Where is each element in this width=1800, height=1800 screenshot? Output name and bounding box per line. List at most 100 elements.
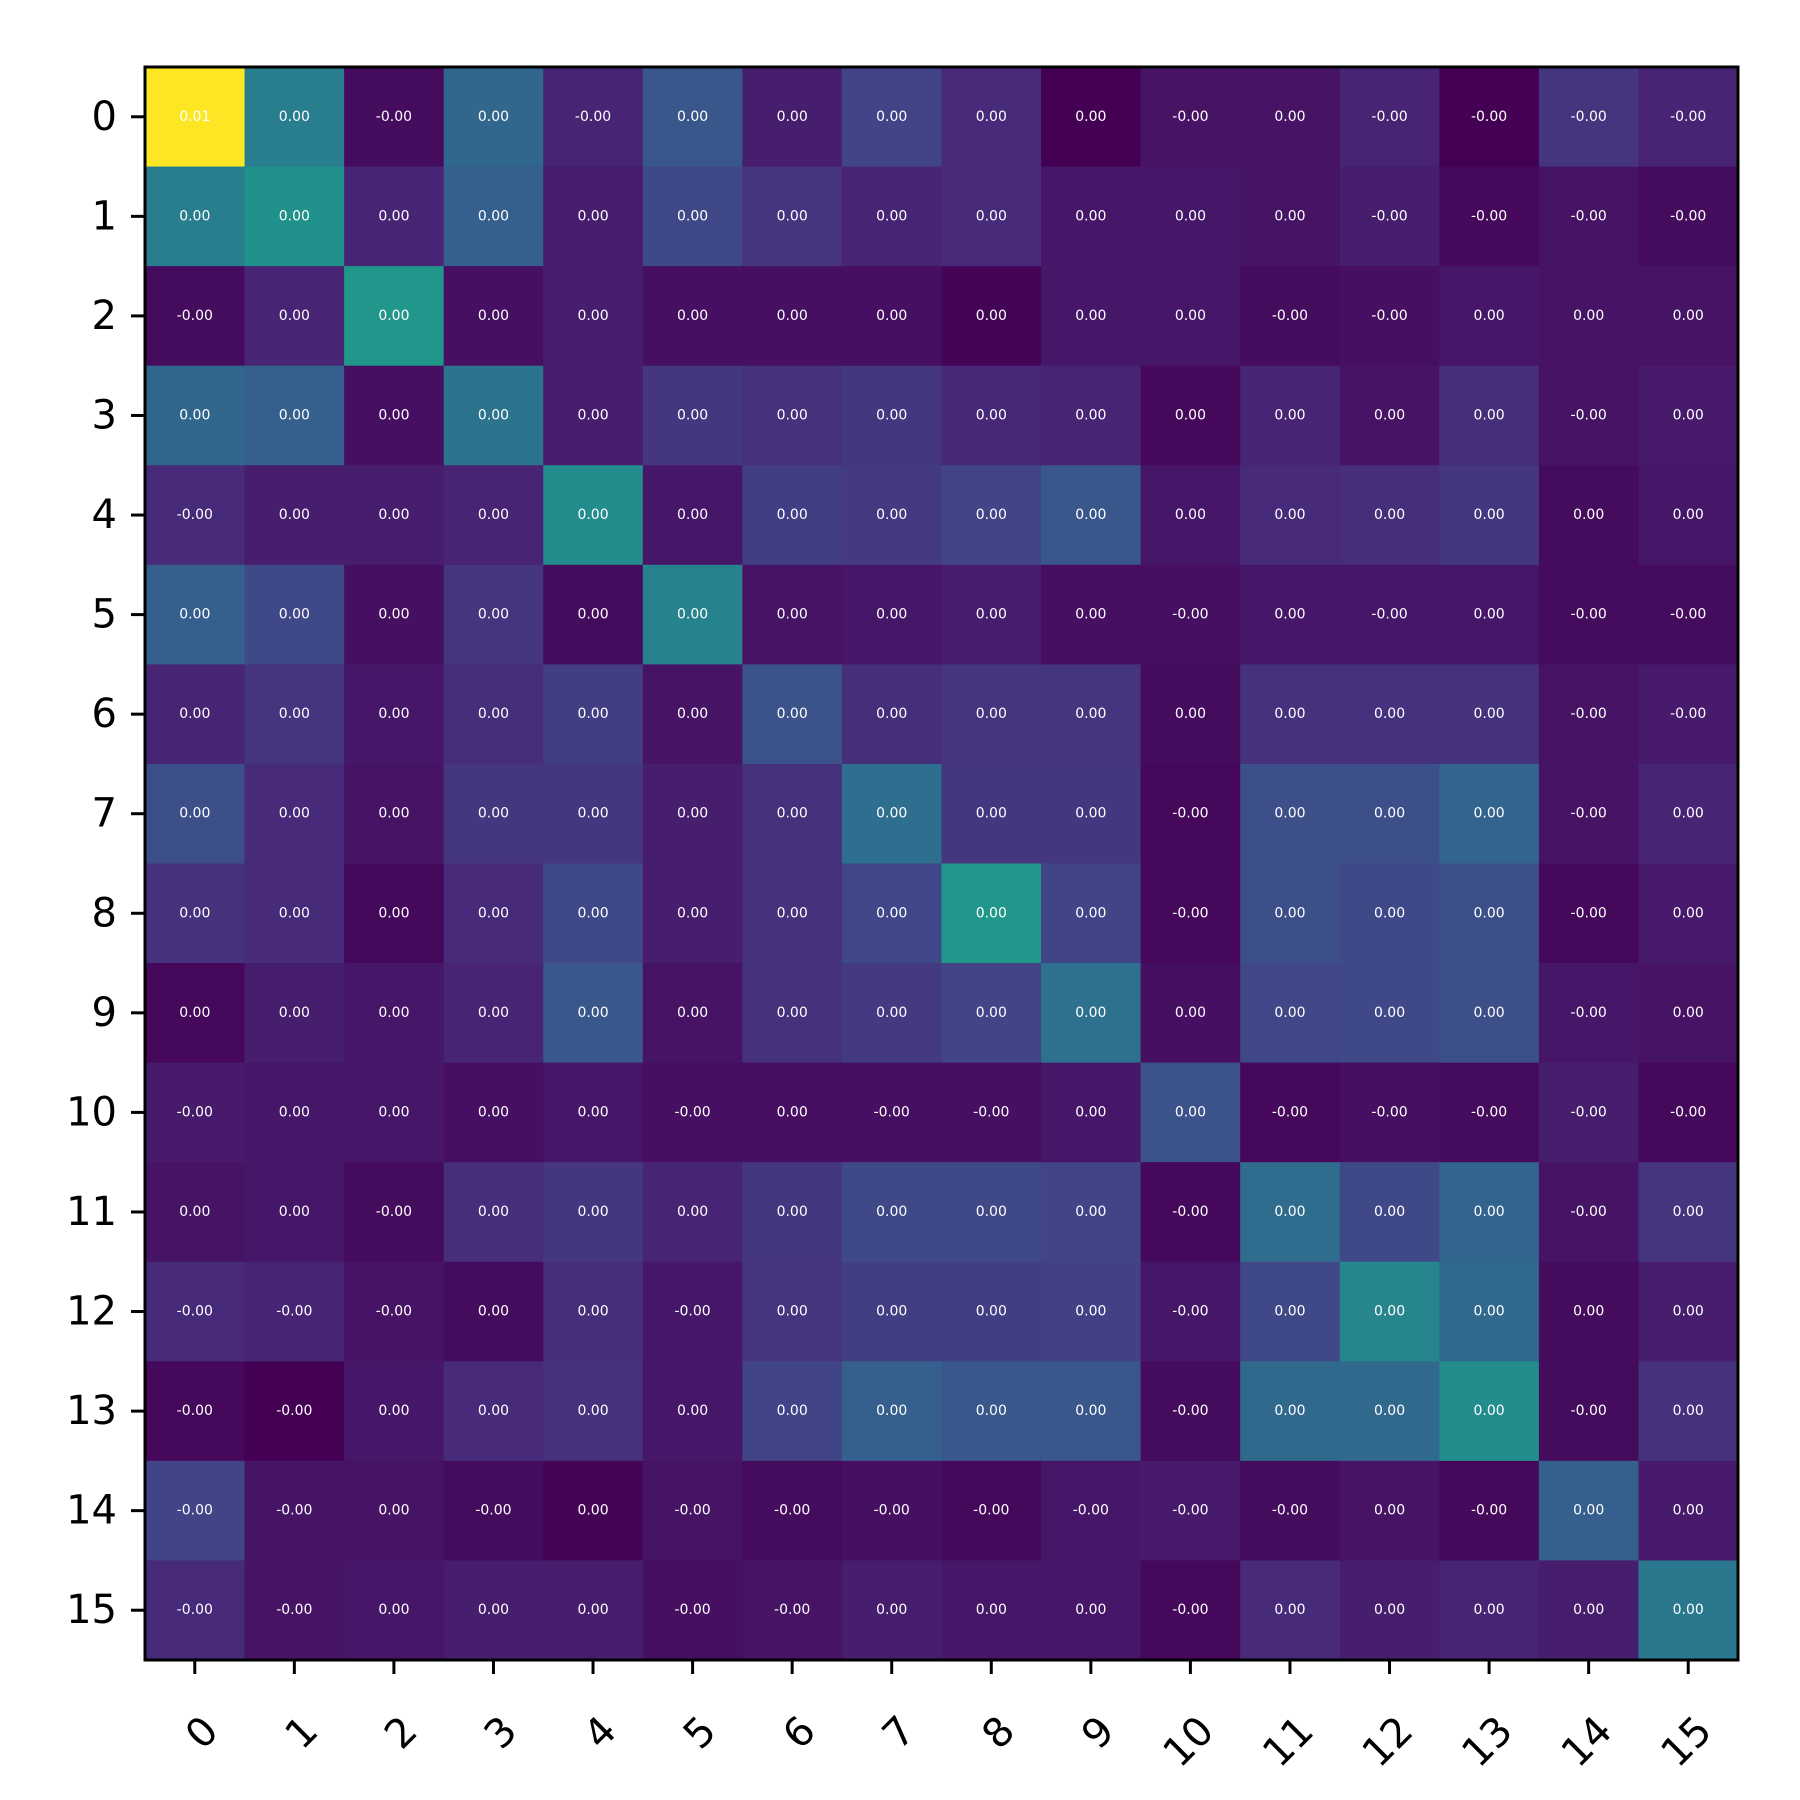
cell-value-label: -0.00: [1272, 1104, 1308, 1120]
cell-value-label: 0.00: [976, 607, 1007, 623]
cell-value-label: 0.00: [478, 1304, 509, 1320]
cell-value-label: -0.00: [575, 109, 611, 125]
cell-value-label: 0.00: [976, 1403, 1007, 1419]
heatmap-cell-3-15: [1638, 365, 1739, 466]
heatmap-cell-4-2: [344, 465, 445, 566]
heatmap-cell-13-2: [344, 1361, 445, 1462]
heatmap-cell-5-6: [742, 564, 843, 665]
cell-value-label: 0.00: [577, 208, 608, 224]
cell-value-label: -0.00: [1172, 109, 1208, 125]
heatmap-cell-8-14: [1538, 863, 1640, 964]
cell-value-label: 0.00: [1673, 407, 1704, 423]
cell-value-label: 0.00: [1374, 706, 1405, 722]
cell-value-label: -0.00: [1571, 1104, 1607, 1120]
cell-value-label: -0.00: [1670, 607, 1706, 623]
heatmap-cell-1-6: [742, 166, 843, 267]
heatmap-cell-5-4: [543, 564, 644, 665]
heatmap-cell-9-3: [443, 963, 544, 1064]
heatmap-cell-7-2: [344, 763, 445, 865]
cell-value-label: -0.00: [1571, 1204, 1607, 1220]
heatmap-cell-8-1: [244, 863, 345, 964]
heatmap-cell-3-4: [543, 365, 644, 466]
heatmap-cell-1-14: [1538, 166, 1640, 267]
cell-value-label: 0.00: [478, 706, 509, 722]
x-tick-label: 8: [973, 1708, 1024, 1759]
heatmap-cell-0-6: [742, 67, 843, 168]
heatmap-cell-8-8: [941, 863, 1042, 964]
cell-value-label: 0.00: [1175, 308, 1206, 324]
heatmap-cell-14-9: [1041, 1460, 1142, 1562]
cell-value-label: -0.00: [177, 308, 213, 324]
cell-value-label: 0.00: [876, 1403, 907, 1419]
cell-value-label: 0.00: [1075, 905, 1106, 921]
cell-value-label: 0.00: [777, 905, 808, 921]
heatmap-cell-8-7: [841, 863, 943, 964]
cell-value-label: -0.00: [1571, 706, 1607, 722]
y-tick-label: 11: [66, 1189, 117, 1235]
heatmap-cell-0-12: [1339, 67, 1440, 168]
heatmap-cell-13-14: [1538, 1361, 1640, 1462]
heatmap-cell-11-3: [443, 1162, 544, 1263]
cell-value-label: 0.00: [577, 407, 608, 423]
heatmap-cell-6-8: [941, 664, 1042, 765]
heatmap-cell-3-10: [1140, 365, 1241, 466]
heatmap-cell-13-10: [1140, 1361, 1241, 1462]
heatmap-cell-0-14: [1538, 67, 1640, 168]
heatmap-cell-9-2: [344, 963, 445, 1064]
heatmap-cell-14-8: [941, 1460, 1042, 1562]
heatmap-cell-9-4: [543, 963, 644, 1064]
heatmap-cell-12-11: [1240, 1261, 1341, 1362]
cell-value-label: 0.00: [1274, 1005, 1305, 1021]
cell-value-label: 0.00: [279, 407, 310, 423]
heatmap-cell-5-13: [1439, 564, 1540, 665]
heatmap-cell-14-5: [642, 1460, 743, 1562]
cell-value-label: 0.00: [179, 806, 210, 822]
x-tick-label: 0: [177, 1708, 228, 1759]
heatmap-cell-15-11: [1240, 1560, 1341, 1661]
cell-value-label: 0.00: [179, 208, 210, 224]
cell-value-label: -0.00: [874, 1503, 910, 1519]
x-tick-label: 1: [277, 1708, 328, 1759]
cell-value-label: 0.00: [1374, 1602, 1405, 1618]
heatmap-cell-7-4: [543, 763, 644, 865]
cell-value-label: 0.00: [976, 507, 1007, 523]
cell-value-label: -0.00: [1571, 1005, 1607, 1021]
cell-value-label: 0.00: [577, 1403, 608, 1419]
heatmap-cell-10-8: [941, 1062, 1042, 1163]
heatmap-cell-15-6: [742, 1560, 843, 1661]
heatmap-cell-1-4: [543, 166, 644, 267]
heatmap-cell-14-14: [1538, 1460, 1640, 1562]
y-tick-label: 9: [92, 990, 117, 1036]
cell-value-label: 0.00: [976, 706, 1007, 722]
cell-value-label: 0.00: [478, 607, 509, 623]
heatmap-cell-4-1: [244, 465, 345, 566]
cell-value-label: -0.00: [1571, 905, 1607, 921]
y-tick-label: 6: [92, 691, 117, 737]
heatmap-cell-13-3: [443, 1361, 544, 1462]
heatmap-cell-8-11: [1240, 863, 1341, 964]
cell-value-label: 0.00: [876, 109, 907, 125]
cell-value-label: 0.00: [777, 607, 808, 623]
heatmap-cell-11-6: [742, 1162, 843, 1263]
cell-value-label: 0.00: [1573, 507, 1604, 523]
cell-value-label: 0.00: [1474, 1204, 1505, 1220]
heatmap-cell-6-13: [1439, 664, 1540, 765]
y-tick-label: 12: [66, 1289, 117, 1335]
heatmap-cell-11-11: [1240, 1162, 1341, 1263]
heatmap-cell-4-5: [642, 465, 743, 566]
heatmap-cell-3-13: [1439, 365, 1540, 466]
heatmap-cell-9-11: [1240, 963, 1341, 1064]
cell-value-label: 0.00: [577, 806, 608, 822]
x-tick-label: 2: [376, 1708, 427, 1759]
heatmap-cell-5-3: [443, 564, 544, 665]
cell-value-label: 0.00: [478, 208, 509, 224]
x-tick-label: 10: [1155, 1708, 1224, 1777]
heatmap-cell-13-9: [1041, 1361, 1142, 1462]
cell-value-label: 0.00: [478, 1204, 509, 1220]
cell-value-label: -0.00: [475, 1503, 511, 1519]
cell-value-label: -0.00: [1371, 308, 1407, 324]
heatmap-cell-2-11: [1240, 266, 1341, 367]
heatmap-cell-4-4: [543, 465, 644, 566]
